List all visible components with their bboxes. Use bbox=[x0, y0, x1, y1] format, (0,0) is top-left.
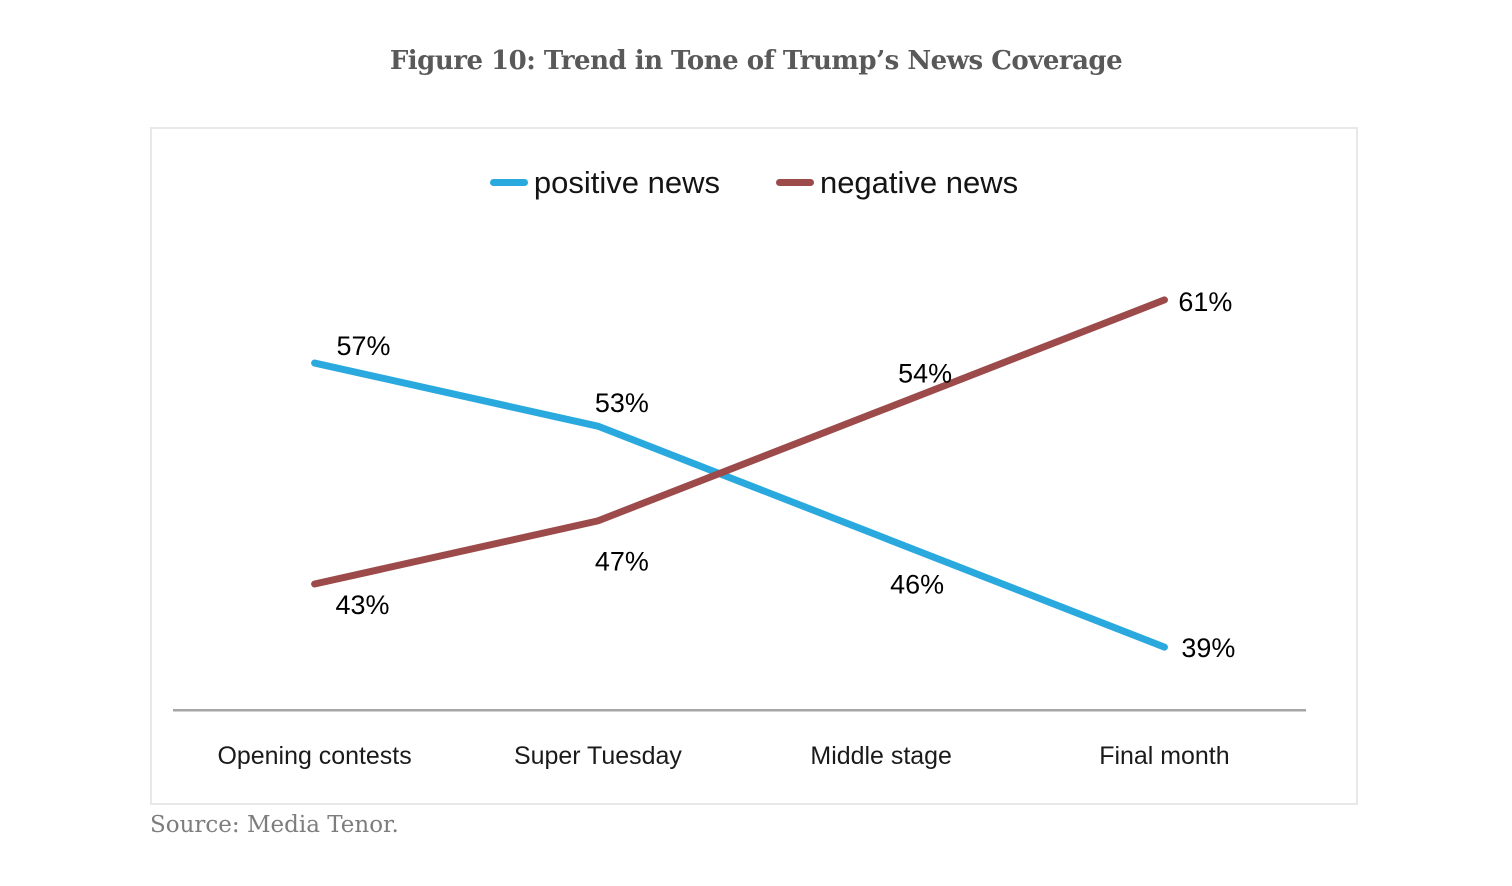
legend-item-negative-news: negative news bbox=[775, 165, 1019, 200]
x-axis-label-middle-stage: Middle stage bbox=[810, 742, 951, 770]
x-axis-label-opening-contests: Opening contests bbox=[217, 742, 411, 770]
positive-series-swatch-icon bbox=[489, 179, 528, 186]
legend-item-positive-news: positive news bbox=[489, 165, 720, 200]
data-label-positive-news-opening-contests: 57% bbox=[337, 331, 391, 361]
legend: positive news negative news bbox=[152, 167, 1356, 198]
series-line-negative-news bbox=[311, 296, 1168, 588]
data-label-positive-news-final-month: 39% bbox=[1181, 633, 1235, 663]
legend-label-negative-news: negative news bbox=[819, 165, 1019, 200]
series-line-positive-news bbox=[311, 359, 1168, 651]
data-label-negative-news-final-month: 61% bbox=[1178, 287, 1232, 317]
x-axis-label-super-tuesday: Super Tuesday bbox=[514, 742, 682, 770]
chart-container: positive news negative news Opening cont… bbox=[150, 127, 1358, 805]
data-label-negative-news-middle-stage: 54% bbox=[898, 358, 952, 388]
source-note: Source: Media Tenor. bbox=[150, 812, 399, 838]
data-label-negative-news-super-tuesday: 47% bbox=[595, 547, 649, 577]
data-label-negative-news-opening-contests: 43% bbox=[336, 590, 390, 620]
data-label-positive-news-super-tuesday: 53% bbox=[595, 388, 649, 418]
negative-series-swatch-icon bbox=[775, 179, 814, 186]
figure-title: Figure 10: Trend in Tone of Trump’s News… bbox=[389, 46, 1123, 76]
data-label-positive-news-middle-stage: 46% bbox=[890, 570, 944, 600]
plot-svg: Opening contests Super Tuesday Middle stag… bbox=[172, 287, 1307, 770]
x-axis-label-final-month: Final month bbox=[1099, 742, 1229, 770]
legend-label-positive-news: positive news bbox=[533, 165, 720, 200]
